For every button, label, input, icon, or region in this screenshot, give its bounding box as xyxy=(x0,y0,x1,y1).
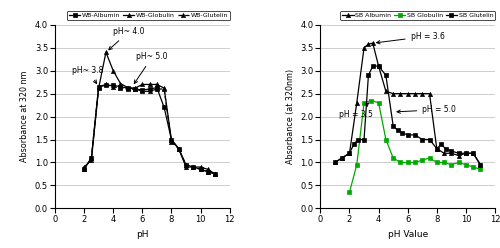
X-axis label: pH: pH xyxy=(136,230,148,239)
Legend: WB-Albumin, WB-Globulin, WB-Glutelin: WB-Albumin, WB-Globulin, WB-Glutelin xyxy=(67,11,230,20)
Text: pH~ 4.0: pH~ 4.0 xyxy=(109,27,144,50)
Y-axis label: Absorbance at 320 nm: Absorbance at 320 nm xyxy=(20,71,29,162)
Y-axis label: Absorbance (at 320nm): Absorbance (at 320nm) xyxy=(286,69,294,164)
Text: pH = 3.5: pH = 3.5 xyxy=(340,103,373,119)
Text: pH~ 5.0: pH~ 5.0 xyxy=(134,52,168,84)
Text: pH = 3.6: pH = 3.6 xyxy=(376,32,444,44)
Legend: SB Albumin, SB Globulin, SB Glutelin: SB Albumin, SB Globulin, SB Glutelin xyxy=(340,11,496,20)
X-axis label: pH Value: pH Value xyxy=(388,230,428,239)
Text: pH = 5.0: pH = 5.0 xyxy=(397,105,456,114)
Text: pH~ 3.8: pH~ 3.8 xyxy=(72,66,104,84)
